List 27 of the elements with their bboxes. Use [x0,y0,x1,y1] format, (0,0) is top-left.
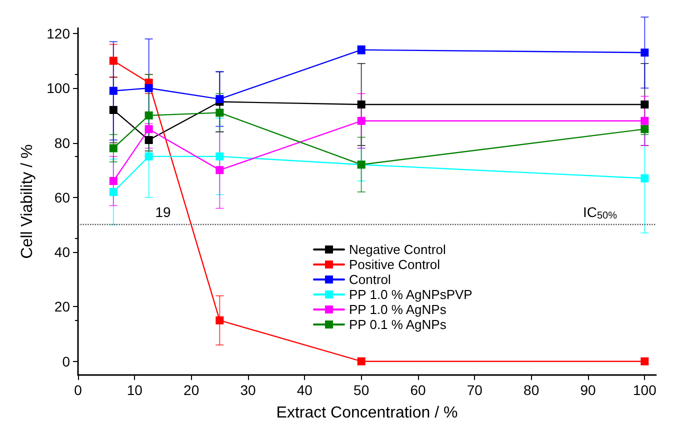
x-tick-label: 40 [296,382,313,398]
x-tick-label: 60 [410,382,426,398]
legend-label: PP 1.0 % AgNPsPVP [349,287,472,302]
annotation: 19 [155,204,171,220]
legend-label: Control [349,272,392,287]
legend-label: Negative Control [349,242,446,257]
x-tick-label: 30 [240,382,256,398]
x-tick-label: 80 [524,382,540,398]
x-tick-label: 0 [74,382,82,398]
y-tick-label: 100 [46,80,70,96]
x-tick-label: 10 [126,382,143,398]
y-tick-label: 120 [46,25,70,42]
x-tick-label: 100 [632,382,657,398]
x-tick-label: 50 [354,382,370,398]
y-tick-label: 40 [54,244,70,260]
x-tick-label: 20 [184,382,200,398]
y-tick-label: 0 [62,353,70,370]
legend-label: PP 0.1 % AgNPs [349,317,447,332]
legend-label: PP 1.0 % AgNPs [349,302,447,317]
x-tick-label: 90 [580,382,596,398]
y-axis-title: Cell Viability / % [19,144,36,259]
x-axis-title: Extract Concentration / % [276,404,458,422]
y-tick-label: 60 [54,189,70,206]
legend-label: Positive Control [349,257,440,272]
x-tick-label: 70 [466,382,483,398]
y-tick-label: 20 [54,298,70,315]
y-tick-label: 80 [54,134,70,151]
